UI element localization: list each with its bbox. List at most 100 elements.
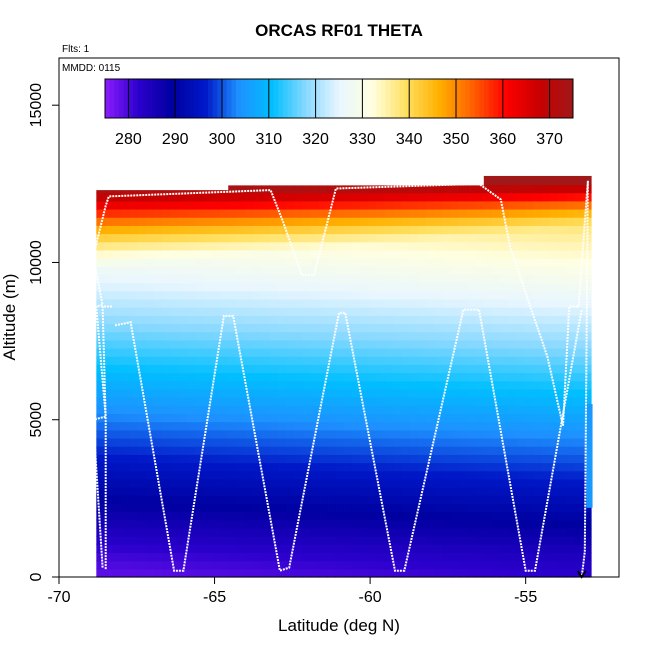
heatmap-cell	[170, 487, 180, 496]
heatmap-cell	[121, 568, 130, 578]
heatmap-cell	[492, 176, 501, 186]
heatmap-cell	[318, 315, 328, 325]
heatmap-cell	[566, 348, 576, 357]
heatmap-cell	[318, 536, 328, 545]
heatmap-cell	[343, 339, 353, 349]
heatmap-cell	[450, 380, 460, 390]
heatmap-cell	[393, 266, 402, 276]
heatmap-cell	[162, 249, 172, 259]
heatmap-cell	[376, 356, 386, 365]
heatmap-cell	[483, 437, 493, 447]
heatmap-cell	[351, 249, 361, 259]
heatmap-cell	[566, 446, 576, 455]
heatmap-cell	[302, 560, 312, 570]
heatmap-cell	[195, 536, 205, 545]
heatmap-cell	[351, 307, 361, 316]
heatmap-cell	[434, 217, 444, 226]
heatmap-cell	[318, 511, 328, 521]
heatmap-cell	[409, 282, 419, 292]
heatmap-cell	[500, 266, 510, 276]
heatmap-cell	[467, 208, 477, 218]
heatmap-cell	[335, 233, 345, 243]
heatmap-cell	[508, 331, 518, 341]
heatmap-cell	[492, 560, 501, 570]
heatmap-cell	[178, 331, 188, 341]
heatmap-cell	[442, 258, 452, 267]
heatmap-cell	[269, 388, 279, 398]
heatmap-cell	[310, 307, 320, 316]
heatmap-cell	[112, 503, 122, 513]
heatmap-cell	[426, 511, 435, 521]
heatmap-cell	[376, 315, 386, 325]
heatmap-cell	[244, 307, 254, 316]
heatmap-cell	[525, 290, 534, 300]
heatmap-cell	[360, 527, 369, 537]
heatmap-cell	[533, 397, 543, 406]
heatmap-cell	[417, 372, 427, 382]
heatmap-cell	[351, 380, 361, 390]
heatmap-cell	[244, 527, 254, 537]
heatmap-cell	[516, 348, 526, 357]
heatmap-cell	[525, 437, 534, 447]
heatmap-cell	[145, 536, 155, 545]
heatmap-cell	[220, 437, 229, 447]
heatmap-cell	[285, 348, 295, 357]
heatmap-cell	[104, 307, 114, 316]
heatmap-cell	[574, 225, 584, 235]
heatmap-cell	[261, 470, 271, 480]
heatmap-cell	[450, 241, 460, 251]
heatmap-cell	[566, 405, 576, 415]
heatmap-cell	[187, 568, 196, 578]
heatmap-cell	[104, 462, 114, 472]
heatmap-cell	[327, 437, 337, 447]
heatmap-cell	[195, 274, 205, 284]
heatmap-cell	[302, 298, 312, 308]
heatmap-cell	[327, 552, 337, 562]
colorbar-segment	[544, 79, 551, 118]
heatmap-cell	[302, 339, 312, 349]
heatmap-cell	[104, 208, 114, 218]
heatmap-cell	[393, 249, 402, 259]
heatmap-cell	[228, 331, 238, 341]
heatmap-cell	[351, 405, 361, 415]
heatmap-cell	[220, 356, 229, 365]
heatmap-cell	[360, 200, 369, 210]
heatmap-cell	[211, 388, 221, 398]
heatmap-cell	[459, 421, 468, 431]
heatmap-cell	[162, 446, 172, 455]
heatmap-cell	[376, 298, 386, 308]
heatmap-cell	[533, 364, 543, 374]
heatmap-cell	[541, 307, 551, 316]
heatmap-cell	[475, 544, 485, 554]
heatmap-cell	[137, 208, 147, 218]
heatmap-cell	[442, 298, 452, 308]
heatmap-cell	[483, 454, 493, 464]
heatmap-cell	[368, 290, 378, 300]
heatmap-cell	[525, 429, 534, 439]
heatmap-cell	[220, 290, 229, 300]
heatmap-cell	[582, 527, 592, 537]
heatmap-cell	[294, 217, 304, 226]
heatmap-cell	[450, 527, 460, 537]
heatmap-cell	[426, 405, 435, 415]
heatmap-cell	[104, 249, 114, 259]
heatmap-cell	[434, 208, 444, 218]
heatmap-cell	[335, 208, 345, 218]
heatmap-cell	[228, 282, 238, 292]
heatmap-cell	[285, 495, 295, 504]
heatmap-cell	[310, 478, 320, 488]
heatmap-cell	[533, 487, 543, 496]
heatmap-cell	[393, 208, 402, 218]
heatmap-cell	[244, 266, 254, 276]
heatmap-cell	[236, 217, 246, 226]
heatmap-cell	[121, 323, 130, 333]
heatmap-cell	[162, 282, 172, 292]
heatmap-cell	[483, 315, 493, 325]
heatmap-cell	[104, 446, 114, 455]
heatmap-cell	[574, 184, 584, 194]
heatmap-cell	[558, 282, 567, 292]
heatmap-cell	[203, 217, 213, 226]
heatmap-cell	[442, 552, 452, 562]
heatmap-cell	[220, 478, 229, 488]
heatmap-cell	[409, 356, 419, 365]
